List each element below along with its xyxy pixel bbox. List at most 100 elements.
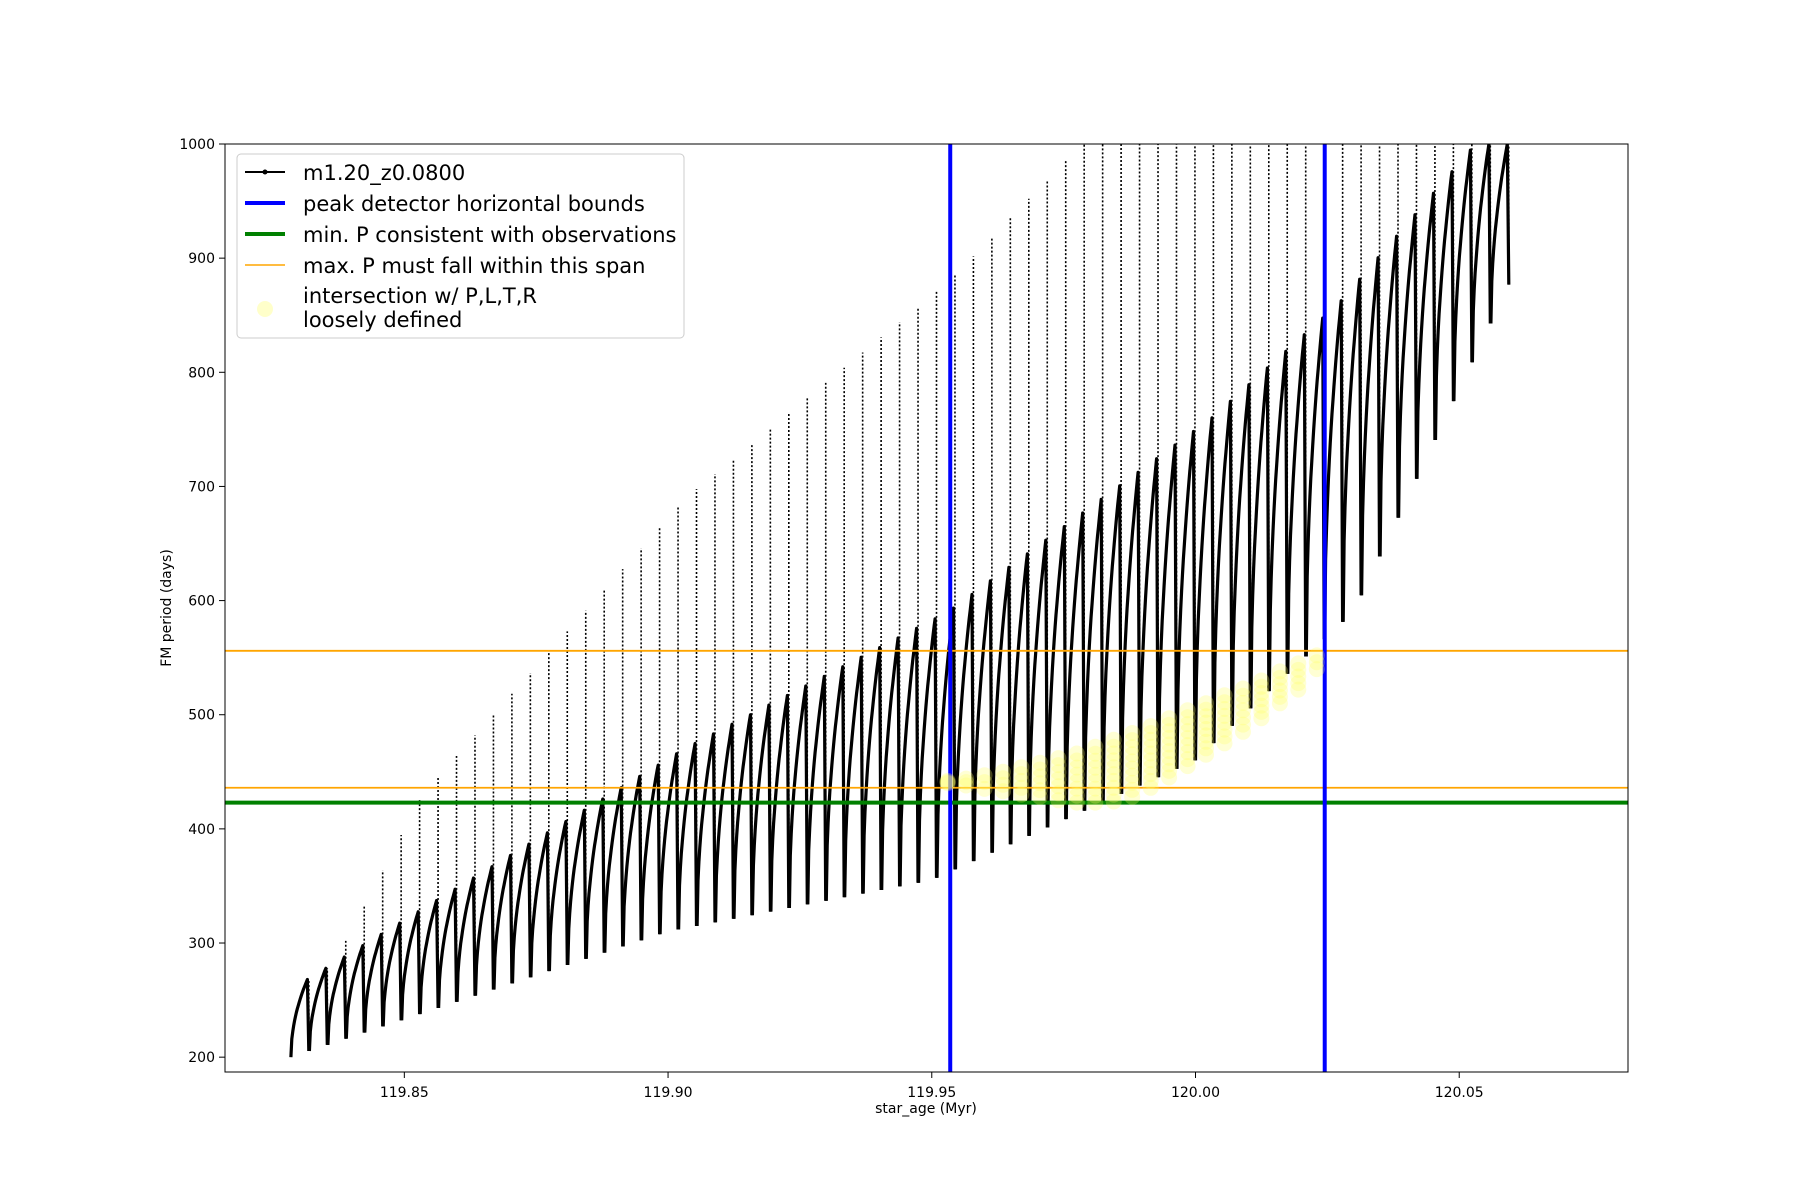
scatter-point	[1142, 759, 1159, 776]
scatter-point	[1050, 764, 1067, 781]
scatter-point	[1124, 788, 1141, 805]
scatter-point	[1179, 709, 1196, 726]
scatter-point	[1142, 772, 1159, 789]
pulse-cycle	[1433, 170, 1455, 441]
scatter-point	[1161, 769, 1178, 786]
scatter-point	[1087, 787, 1104, 804]
scatter-point	[1161, 762, 1178, 779]
pulse-train-series	[289, 144, 1511, 1058]
pulse-cycle	[1249, 366, 1271, 709]
x-axis-label: star_age (Myr)	[875, 1101, 977, 1117]
legend-entry-intersection-line2: loosely defined	[303, 308, 462, 332]
vertical-lines	[948, 144, 1327, 1072]
scatter-point	[1161, 716, 1178, 733]
scatter-point	[1142, 731, 1159, 748]
pulse-cycle	[917, 617, 939, 883]
pulse-cycle	[584, 797, 606, 959]
pulse-cycle	[898, 626, 920, 887]
scatter-point	[1271, 669, 1288, 686]
scatter-point	[1161, 710, 1178, 727]
pulse-cycle	[1138, 457, 1160, 786]
scatter-point	[1235, 723, 1251, 740]
scatter-point	[1198, 721, 1214, 737]
pulse-cycle	[640, 763, 662, 941]
scatter-point	[1031, 788, 1048, 805]
y-tick-label: 700	[188, 479, 215, 495]
scatter-point	[1124, 725, 1141, 741]
legend-entry-min-p: min. P consistent with observations	[303, 223, 676, 247]
scatter-point	[1013, 786, 1030, 803]
scatter-point	[1216, 707, 1233, 724]
legend-entry-model: m1.20_z0.0800	[303, 161, 465, 186]
scatter-point	[1031, 768, 1048, 785]
scatter-point	[1271, 676, 1288, 693]
legend-box	[236, 153, 685, 339]
scatter-point	[1124, 732, 1141, 749]
scatter-point	[1235, 687, 1251, 704]
scatter-point	[1142, 725, 1159, 741]
pulse-cycle	[1046, 525, 1068, 828]
scatter-point	[1179, 723, 1196, 740]
scatter-point	[995, 763, 1011, 780]
pulse-cycle	[1120, 470, 1142, 794]
scatter-point	[1031, 775, 1048, 792]
scatter-point	[1198, 746, 1214, 763]
scatter-point	[1087, 780, 1104, 797]
scatter-point	[1271, 695, 1288, 712]
pulse-cycle	[732, 713, 754, 919]
pulse-cycle	[1452, 148, 1474, 402]
pulse-cycle	[861, 646, 883, 894]
pulse-cycle	[677, 741, 699, 930]
scatter-point	[1068, 773, 1085, 790]
scatter-point	[1179, 737, 1196, 754]
scatter-point	[1161, 743, 1178, 760]
scatter-point	[1105, 766, 1122, 783]
legend-marker-dot	[262, 169, 268, 175]
pulse-cycle	[1489, 144, 1511, 324]
pulse-cycle	[344, 944, 366, 1039]
y-tick-label: 300	[188, 936, 215, 952]
y-axis-ticks: 200 300 400 500 600 700 800 900 1000	[179, 137, 225, 1066]
scatter-point	[1198, 708, 1214, 725]
scatter-point	[1235, 709, 1251, 726]
scatter-point	[1253, 672, 1270, 689]
pulse-cycle	[769, 693, 791, 912]
scatter-point	[1271, 682, 1288, 699]
scatter-point	[995, 783, 1011, 800]
scatter-point	[1068, 794, 1085, 811]
pulse-cycle	[806, 674, 828, 905]
scatter-point	[1142, 752, 1159, 769]
scatter-point	[1050, 792, 1067, 809]
pulse-cycle	[990, 565, 1012, 853]
scatter-point	[1050, 778, 1067, 795]
plot-frame	[224, 143, 1629, 1073]
scatter-point	[1142, 766, 1159, 783]
pulse-cycle	[381, 921, 403, 1027]
pulse-cycle	[1212, 399, 1234, 744]
scatter-point	[1235, 680, 1251, 697]
pulse-cycle	[326, 955, 348, 1045]
scatter-point	[1161, 729, 1178, 746]
scatter-point	[1105, 731, 1122, 748]
scatter-point	[1290, 668, 1307, 685]
pulse-cycle	[400, 910, 422, 1021]
scatter-point	[1308, 661, 1325, 678]
pulse-cycle	[547, 819, 569, 972]
scatter-point	[1031, 761, 1048, 778]
y-tick-label: 600	[188, 594, 215, 610]
scatter-point	[1105, 793, 1122, 810]
legend: m1.20_z0.0800 peak detector horizontal b…	[236, 153, 685, 339]
pulse-cycle	[1323, 299, 1345, 640]
scatter-point	[1105, 745, 1122, 762]
scatter-point	[1142, 718, 1159, 735]
pulse-cycle	[566, 808, 588, 966]
scatter-point	[1198, 701, 1214, 718]
scatter-point	[1087, 766, 1104, 783]
scatter-point	[1253, 678, 1270, 695]
pulse-cycle	[750, 703, 772, 916]
scatter-point	[1068, 780, 1085, 797]
x-tick-label: 119.85	[380, 1085, 429, 1101]
scatter-point	[1271, 688, 1288, 705]
scatter-point	[1290, 675, 1307, 692]
x-tick-label: 120.05	[1435, 1085, 1484, 1101]
